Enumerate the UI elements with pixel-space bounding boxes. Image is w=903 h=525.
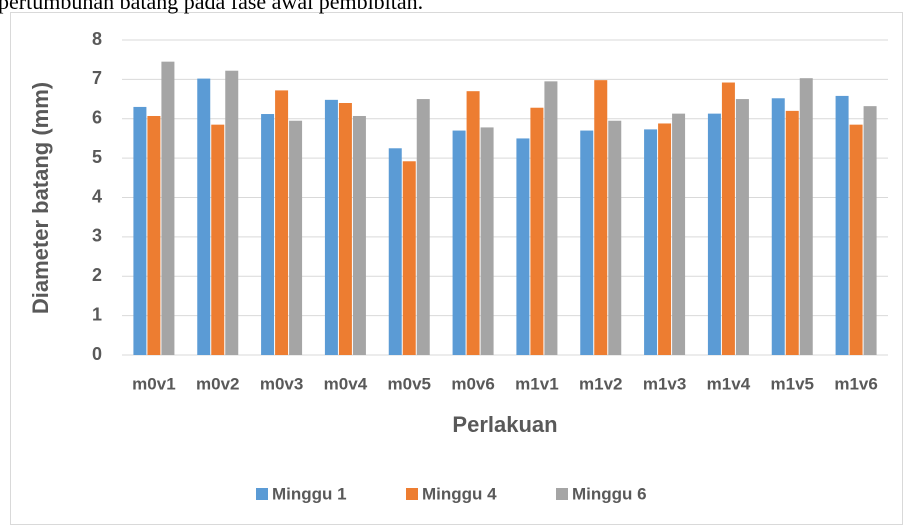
x-tick-label: m1v3	[643, 374, 686, 393]
caption: pertumbuhan batang pada fase awal pembib…	[0, 0, 423, 14]
x-tick-label: m0v2	[196, 374, 239, 393]
legend-swatch	[556, 488, 568, 500]
legend-label: Minggu 6	[572, 484, 647, 503]
bar	[785, 110, 799, 355]
bar	[275, 90, 289, 356]
bar	[133, 106, 147, 355]
y-tick-label: 6	[92, 108, 102, 128]
x-tick-label: m1v6	[834, 374, 877, 393]
bar	[863, 106, 877, 356]
y-tick-label: 0	[92, 344, 102, 364]
bar	[197, 78, 211, 356]
bar	[644, 129, 658, 355]
bar	[735, 99, 749, 355]
bar	[799, 78, 813, 355]
bar	[225, 70, 239, 356]
bar	[402, 161, 416, 355]
y-tick-label: 1	[92, 304, 102, 324]
x-tick-label: m1v2	[579, 374, 622, 393]
legend-swatch	[256, 488, 268, 500]
x-axis-label: Perlakuan	[452, 412, 557, 437]
bar	[466, 91, 480, 355]
x-tick-label: m1v4	[707, 374, 751, 393]
x-tick-label: m0v6	[451, 374, 494, 393]
bar	[721, 82, 735, 356]
bar	[147, 115, 161, 356]
legend-swatch	[406, 488, 418, 500]
y-tick-label: 8	[92, 29, 102, 49]
bar	[658, 123, 672, 355]
x-tick-label: m0v5	[388, 374, 431, 393]
y-tick-label: 3	[92, 226, 102, 246]
x-tick-label: m1v1	[515, 374, 558, 393]
bar	[608, 120, 622, 355]
bar	[672, 113, 686, 355]
bar	[416, 99, 430, 355]
y-tick-label: 5	[92, 147, 102, 167]
bar	[338, 103, 352, 355]
bar	[530, 107, 544, 355]
bar	[261, 114, 275, 356]
bar	[452, 130, 466, 355]
x-tick-label: m0v4	[324, 374, 368, 393]
bar	[211, 124, 225, 355]
x-tick-label: m0v1	[132, 374, 175, 393]
x-tick-label: m0v3	[260, 374, 303, 393]
bar	[544, 81, 558, 355]
bar	[707, 113, 721, 355]
bar	[480, 127, 494, 355]
bar	[324, 99, 338, 355]
y-tick-label: 2	[92, 265, 102, 285]
bar	[289, 120, 303, 355]
bar	[352, 115, 366, 356]
bar	[388, 148, 402, 355]
bar	[594, 80, 608, 355]
legend-label: Minggu 1	[272, 484, 347, 503]
y-tick-label: 7	[92, 68, 102, 88]
y-tick-label: 4	[92, 186, 102, 206]
y-axis-label: Diameter batang (mm)	[28, 82, 53, 314]
legend-label: Minggu 4	[422, 484, 497, 503]
bar	[580, 130, 594, 355]
bar	[516, 138, 530, 355]
bar	[849, 124, 863, 355]
bar	[161, 61, 175, 355]
bar	[835, 95, 849, 355]
bar	[771, 98, 785, 356]
x-tick-label: m1v5	[771, 374, 814, 393]
